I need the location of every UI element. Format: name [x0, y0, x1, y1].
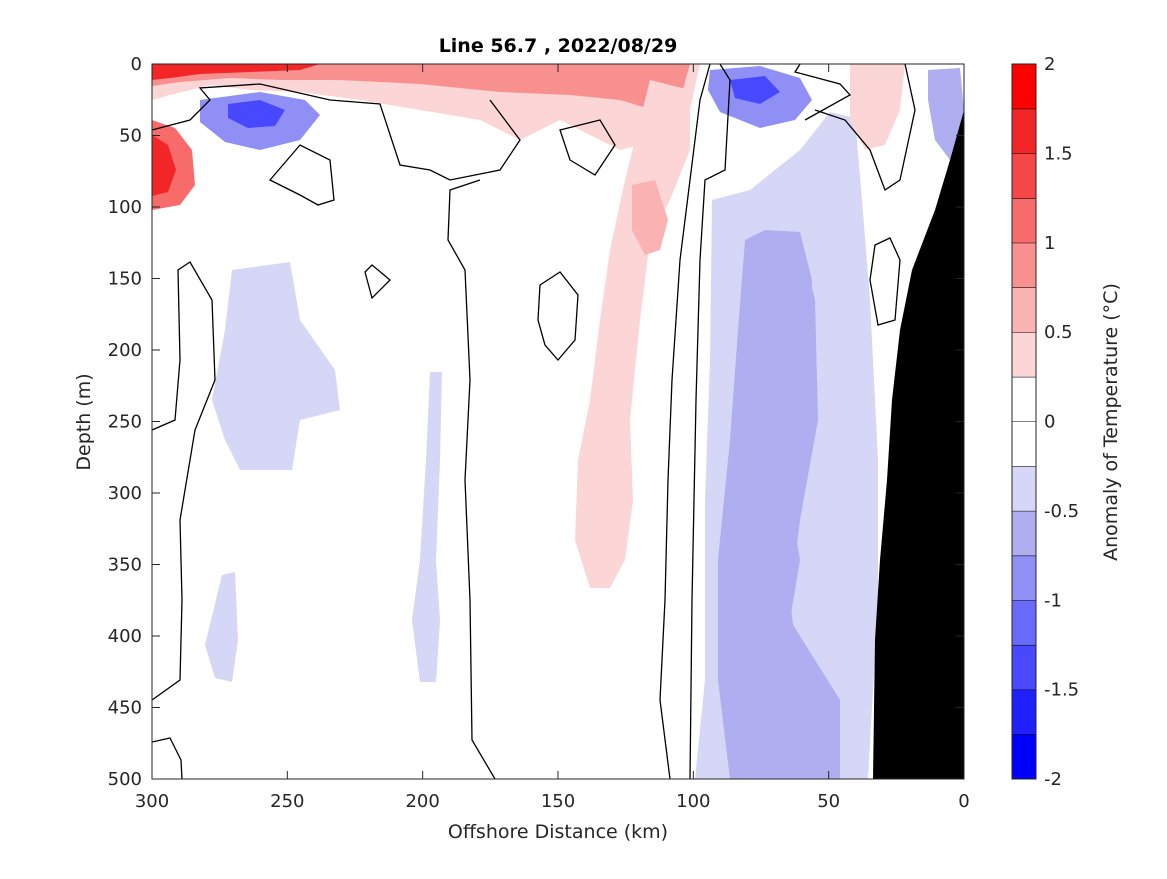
- y-tick-label: 0: [131, 54, 142, 75]
- zero-contour-h: [559, 119, 616, 176]
- y-tick-label: 300: [108, 483, 142, 504]
- y-tick-label: 500: [108, 769, 142, 790]
- colorbar: [1012, 63, 1036, 779]
- zero-contour-m: [152, 737, 183, 779]
- colorbar-frame: [1011, 63, 1037, 780]
- colorbar-segment: [1012, 466, 1036, 511]
- y-tick-label: 450: [108, 698, 142, 719]
- coastal-warm-patch: [850, 64, 905, 150]
- zero-contour-i: [364, 264, 391, 300]
- y-tick-label: 200: [108, 340, 142, 361]
- y-tick-label: 250: [108, 412, 142, 433]
- colorbar-segment: [1012, 376, 1036, 422]
- surface-warm-peak: [152, 64, 320, 80]
- colorbar-label: Anomaly of Temperature (°C): [1100, 283, 1122, 561]
- chart-title: Line 56.7 , 2022/08/29: [439, 35, 678, 57]
- colorbar-tick-label: -2: [1044, 769, 1062, 790]
- colorbar-ticks: 2 1.5 1 0.5 0 -0.5 -1 -1.5 -2: [1044, 54, 1079, 790]
- deep-warm-core: [632, 180, 668, 255]
- y-tick-label: 400: [108, 626, 142, 647]
- colorbar-segment: [1012, 198, 1036, 243]
- zero-contour-b: [447, 179, 496, 779]
- y-tick-label: 150: [108, 269, 142, 290]
- nearshore-warm-peak: [152, 135, 176, 196]
- x-tick-label: 150: [541, 791, 575, 812]
- bathymetry-seafloor: [873, 110, 964, 779]
- colorbar-segment: [1012, 153, 1036, 199]
- colorbar-segment: [1012, 421, 1036, 467]
- colorbar-tick-label: 1: [1044, 233, 1055, 254]
- x-tick-label: 200: [405, 791, 439, 812]
- colorbar-segment: [1012, 555, 1036, 601]
- colorbar-tick-label: -1: [1044, 590, 1062, 611]
- colorbar-tick-label: -0.5: [1044, 501, 1079, 522]
- mid-weak-cold-strip: [412, 372, 442, 682]
- x-axis-label: Offshore Distance (km): [448, 821, 668, 843]
- zero-contour-g: [537, 271, 579, 361]
- surface-warm-core: [152, 64, 690, 112]
- colorbar-segment: [1012, 332, 1036, 377]
- y-tick-label: 100: [108, 197, 142, 218]
- colorbar-tick-label: -1.5: [1044, 680, 1079, 701]
- zero-contour-e: [152, 261, 216, 701]
- x-tick-label: 50: [817, 791, 840, 812]
- y-tick-label: 50: [119, 126, 142, 147]
- zero-contour-d: [689, 64, 731, 779]
- colorbar-segment: [1012, 242, 1036, 288]
- colorbar-segment: [1012, 108, 1036, 154]
- zero-contour-j: [793, 64, 852, 121]
- zero-contour-l: [869, 237, 901, 326]
- colorbar-segment: [1012, 64, 1036, 109]
- x-tick-label: 250: [270, 791, 304, 812]
- cold-lens-inner: [725, 230, 840, 779]
- deep-offshore-cold-region: [205, 572, 238, 682]
- x-tick-label: 100: [676, 791, 710, 812]
- zero-contour-c: [659, 64, 711, 779]
- colorbar-segment: [1012, 644, 1036, 690]
- x-tick-label: 300: [135, 791, 169, 812]
- zero-contour-k: [814, 64, 916, 191]
- colorbar-segment: [1012, 287, 1036, 333]
- plot-area: [152, 64, 964, 779]
- offshore-weak-cold-region: [212, 262, 340, 470]
- zero-contour-a: [152, 83, 521, 181]
- colorbar-segment: [1012, 510, 1036, 556]
- surface-cold-peak: [730, 76, 780, 104]
- x-tick-label: 0: [958, 791, 969, 812]
- coastal-cold-patch: [928, 68, 964, 160]
- colorbar-segment: [1012, 734, 1036, 779]
- y-axis: 0 50 100 150 200 250 300 350 400 450 500: [108, 54, 964, 790]
- x-axis: 300 250 200 150 100 50 0: [135, 64, 970, 812]
- colorbar-tick-label: 2: [1044, 54, 1055, 75]
- zero-contour-f: [268, 144, 335, 206]
- colorbar-tick-label: 1.5: [1044, 143, 1073, 164]
- colorbar-segment: [1012, 689, 1036, 735]
- y-axis-label: Depth (m): [73, 373, 95, 470]
- colorbar-segment: [1012, 600, 1036, 645]
- offshore-cold-eddy-core: [228, 100, 285, 128]
- colorbar-tick-label: 0: [1044, 412, 1055, 433]
- y-tick-label: 350: [108, 555, 142, 576]
- colorbar-tick-label: 0.5: [1044, 322, 1073, 343]
